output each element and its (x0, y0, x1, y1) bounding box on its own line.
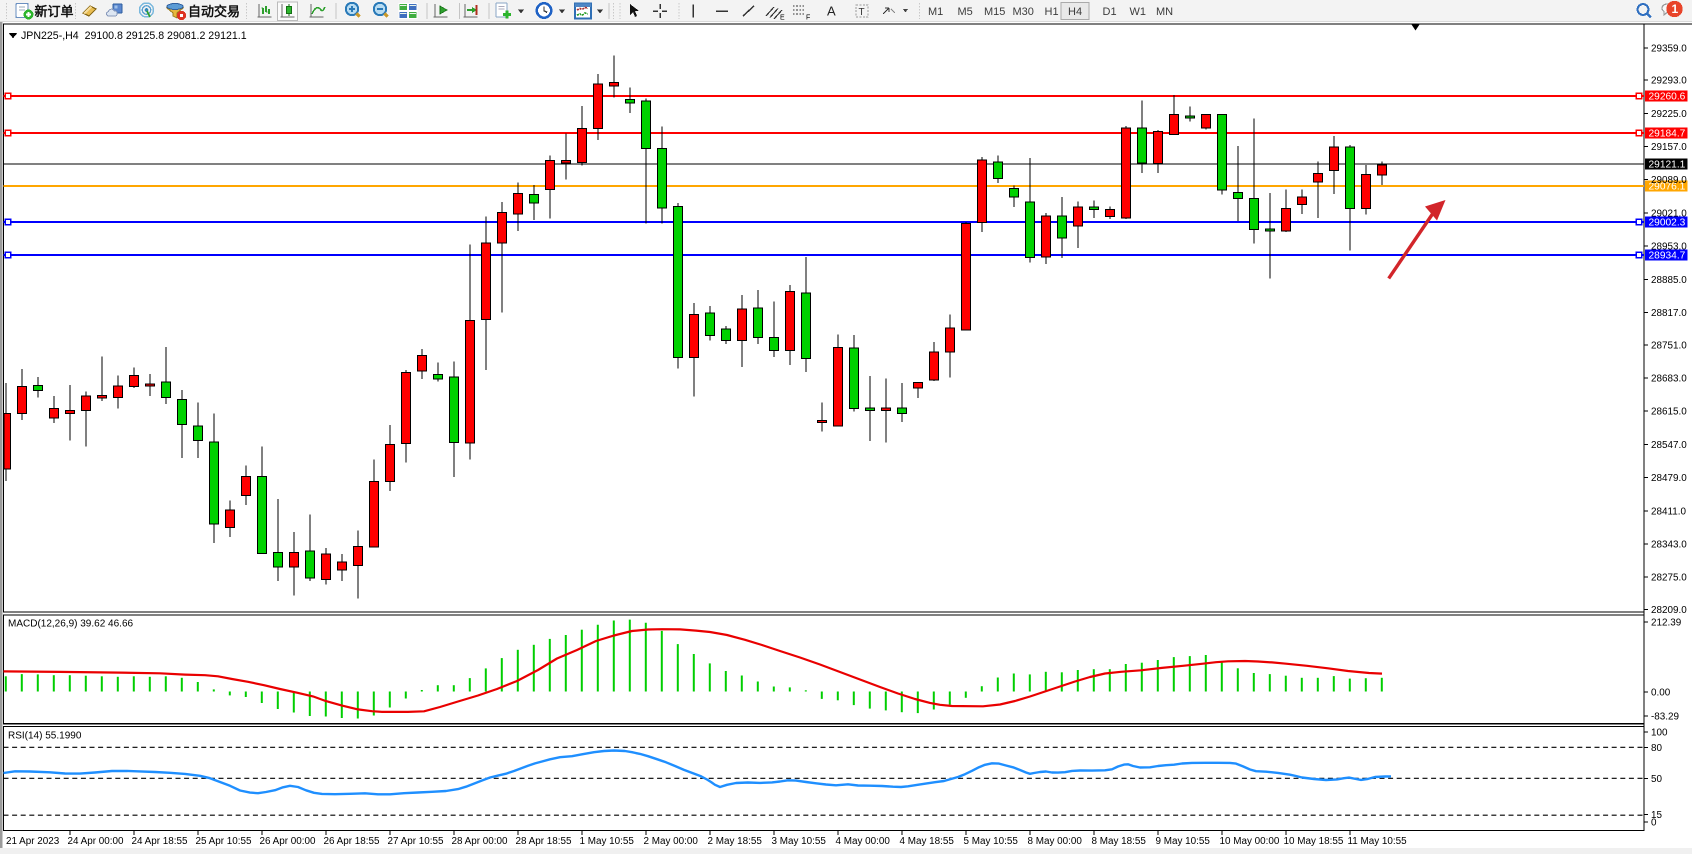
svg-text:MACD(12,26,9) 39.62 46.66: MACD(12,26,9) 39.62 46.66 (8, 619, 134, 630)
svg-text:JPN225-,H4 29100.8 29125.8 29: JPN225-,H4 29100.8 29125.8 29081.2 29121… (21, 30, 247, 42)
svg-text:29260.6: 29260.6 (1649, 92, 1686, 103)
svg-text:50: 50 (1651, 774, 1662, 785)
svg-text:1 May 10:55: 1 May 10:55 (580, 836, 635, 847)
svg-text:15: 15 (1651, 810, 1662, 821)
svg-text:212.39: 212.39 (1651, 617, 1682, 628)
svg-text:10 May 18:55: 10 May 18:55 (1284, 836, 1344, 847)
svg-text:RSI(14) 55.1990: RSI(14) 55.1990 (8, 731, 82, 742)
svg-text:1: 1 (1672, 2, 1679, 16)
svg-text:100: 100 (1651, 727, 1668, 738)
svg-text:W1: W1 (1130, 6, 1147, 18)
svg-text:26 Apr 00:00: 26 Apr 00:00 (260, 836, 317, 847)
svg-text:0.00: 0.00 (1651, 687, 1671, 698)
svg-text:28953.0: 28953.0 (1651, 242, 1687, 253)
svg-text:T: T (859, 7, 865, 18)
svg-text:E: E (780, 15, 785, 22)
svg-text:4 May 18:55: 4 May 18:55 (900, 836, 955, 847)
svg-text:5 May 10:55: 5 May 10:55 (964, 836, 1019, 847)
svg-text:29021.0: 29021.0 (1651, 208, 1687, 219)
svg-text:10 May 00:00: 10 May 00:00 (1220, 836, 1280, 847)
svg-text:29089.0: 29089.0 (1651, 175, 1687, 186)
svg-text:自动交易: 自动交易 (188, 4, 240, 19)
svg-text:29225.0: 29225.0 (1651, 109, 1687, 120)
svg-text:28817.0: 28817.0 (1651, 308, 1687, 319)
svg-text:21 Apr 2023: 21 Apr 2023 (6, 836, 60, 847)
svg-text:A: A (827, 4, 836, 19)
svg-text:D1: D1 (1103, 6, 1117, 18)
svg-text:11 May 10:55: 11 May 10:55 (1348, 836, 1408, 847)
svg-text:80: 80 (1651, 743, 1662, 754)
svg-text:9 May 10:55: 9 May 10:55 (1156, 836, 1211, 847)
svg-text:新订单: 新订单 (35, 4, 74, 19)
svg-text:29359.0: 29359.0 (1651, 43, 1687, 54)
svg-text:26 Apr 18:55: 26 Apr 18:55 (324, 836, 381, 847)
svg-text:8 May 18:55: 8 May 18:55 (1092, 836, 1147, 847)
svg-text:27 Apr 10:55: 27 Apr 10:55 (388, 836, 445, 847)
svg-text:25 Apr 10:55: 25 Apr 10:55 (196, 836, 253, 847)
svg-text:28 Apr 00:00: 28 Apr 00:00 (452, 836, 509, 847)
svg-text:2 May 18:55: 2 May 18:55 (708, 836, 763, 847)
svg-text:29157.0: 29157.0 (1651, 142, 1687, 153)
svg-text:29121.1: 29121.1 (1649, 160, 1686, 171)
svg-text:M15: M15 (984, 6, 1005, 18)
svg-text:29293.0: 29293.0 (1651, 76, 1687, 87)
svg-text:28275.0: 28275.0 (1651, 573, 1687, 584)
svg-text:24 Apr 00:00: 24 Apr 00:00 (68, 836, 125, 847)
svg-text:H4: H4 (1068, 6, 1082, 18)
svg-text:28411.0: 28411.0 (1651, 506, 1686, 517)
svg-text:3 May 10:55: 3 May 10:55 (772, 836, 827, 847)
svg-text:29184.7: 29184.7 (1649, 129, 1686, 140)
svg-text:29076.1: 29076.1 (1649, 182, 1686, 193)
svg-text:2 May 00:00: 2 May 00:00 (644, 836, 699, 847)
svg-text:MN: MN (1156, 6, 1173, 18)
svg-text:28209.0: 28209.0 (1651, 605, 1687, 616)
svg-text:M30: M30 (1013, 6, 1034, 18)
svg-text:H1: H1 (1045, 6, 1059, 18)
svg-text:28547.0: 28547.0 (1651, 440, 1687, 451)
svg-text:-83.29: -83.29 (1651, 711, 1680, 722)
svg-text:28683.0: 28683.0 (1651, 374, 1687, 385)
svg-text:8 May 00:00: 8 May 00:00 (1028, 836, 1083, 847)
svg-text:0: 0 (1651, 818, 1657, 829)
svg-text:F: F (806, 15, 810, 22)
svg-text:28479.0: 28479.0 (1651, 473, 1687, 484)
svg-text:M1: M1 (928, 6, 943, 18)
svg-text:4 May 00:00: 4 May 00:00 (836, 836, 891, 847)
svg-text:29002.3: 29002.3 (1649, 218, 1686, 229)
svg-text:28751.0: 28751.0 (1651, 340, 1687, 351)
svg-text:28934.7: 28934.7 (1649, 251, 1686, 262)
svg-text:M5: M5 (958, 6, 973, 18)
svg-text:28885.0: 28885.0 (1651, 275, 1687, 286)
svg-text:28343.0: 28343.0 (1651, 540, 1687, 551)
svg-text:28 Apr 18:55: 28 Apr 18:55 (516, 836, 573, 847)
svg-text:24 Apr 18:55: 24 Apr 18:55 (132, 836, 189, 847)
svg-text:28615.0: 28615.0 (1651, 407, 1687, 418)
